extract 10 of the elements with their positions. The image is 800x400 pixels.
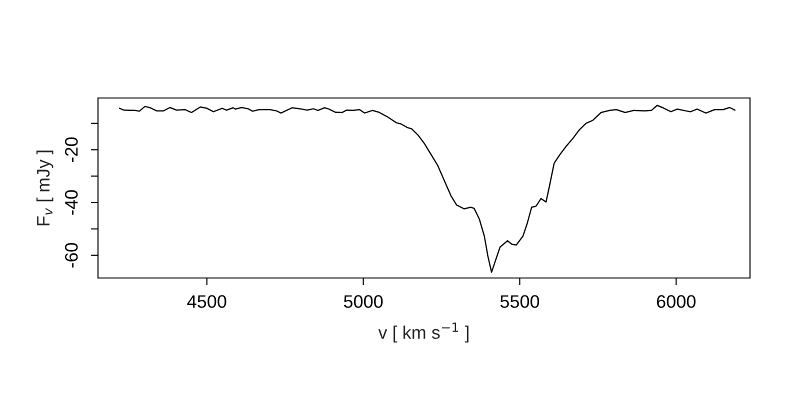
y-tick-label: -20 — [64, 137, 78, 162]
x-tick-label: 4500 — [187, 295, 226, 308]
x-tick-label: 5500 — [500, 295, 540, 308]
y-tick-label: -40 — [64, 190, 78, 215]
x-tick-label: 6000 — [657, 295, 696, 308]
y-axis-title: F$_{v}$ [ mJy ] — [36, 150, 54, 226]
x-axis-title: v [ km s$^{−1}$ ] — [378, 322, 468, 342]
y-tick-label: -60 — [64, 242, 78, 268]
line-series — [118, 104, 736, 273]
x-tick-label: 5000 — [344, 295, 383, 308]
